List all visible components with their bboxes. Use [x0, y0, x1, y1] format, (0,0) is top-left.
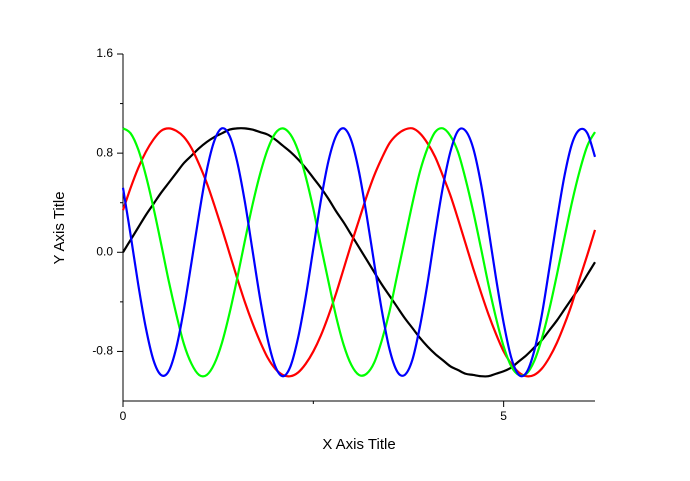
data-line: [121, 127, 597, 378]
data-line: [122, 127, 596, 378]
y-tick-label: 0.0: [96, 244, 113, 258]
y-tick-label: 0.8: [96, 145, 113, 159]
y-axis-title: Y Axis Title: [51, 191, 68, 264]
x-tick-label: 5: [500, 409, 507, 423]
x-axis-title: X Axis Title: [322, 436, 395, 453]
y-tick-label: -0.8: [92, 344, 113, 358]
y-tick-label: 1.6: [96, 46, 113, 60]
x-tick-label: 0: [120, 409, 127, 423]
